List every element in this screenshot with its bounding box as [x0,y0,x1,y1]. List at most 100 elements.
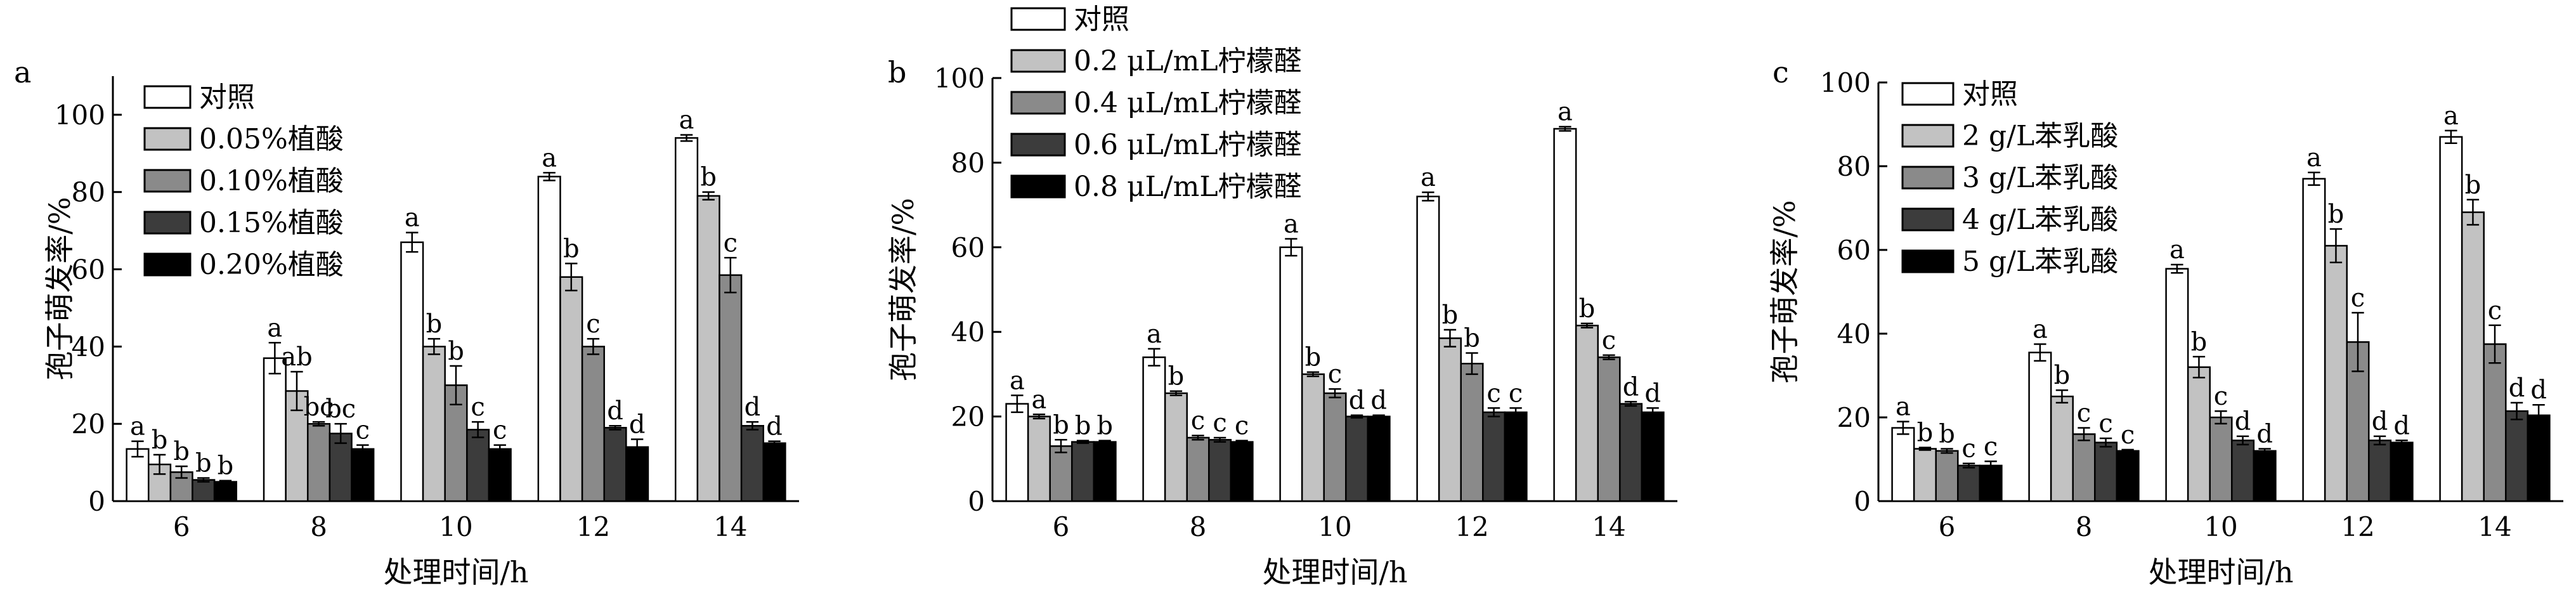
bar [1142,356,1166,502]
bar [2072,433,2096,502]
legend-swatch [1901,166,1955,190]
legend-swatch [1010,49,1066,73]
legend: 对照 0.05%植酸 0.10%植酸 0.15%植酸 0.20%植酸 [143,81,344,281]
x-tick-label: 10 [1318,511,1351,542]
y-tick-label: 0 [968,486,985,517]
x-axis-label: 处理时间/h [2148,555,2293,589]
y-tick-label: 20 [72,409,105,440]
legend-swatch [1010,174,1066,199]
significance-letter: a [2169,235,2185,265]
bar [581,346,605,502]
significance-letter: b [700,163,717,192]
x-tick-label: 6 [1053,511,1070,542]
bar [762,442,786,502]
bar [192,479,216,502]
bar [1027,415,1051,502]
significance-letter: d [2372,407,2388,436]
significance-letter: b [1053,410,1069,440]
bar [1416,195,1440,502]
x-tick-label: 6 [173,511,190,542]
bar [1208,439,1232,502]
significance-letter: b [1168,362,1185,391]
legend-swatch [143,127,192,151]
legend-swatch [1901,124,1955,148]
significance-letter: a [2306,143,2322,173]
bar [674,137,699,502]
significance-letter: b [2191,327,2208,356]
significance-letter: b [218,452,234,481]
significance-letter: c [724,228,738,258]
x-tick-label: 8 [1190,511,1207,542]
significance-letter: b [448,337,464,366]
bar [1935,450,1959,502]
significance-letter: c [1984,432,1998,461]
bar [1504,411,1528,502]
bar [488,448,512,502]
bar [351,448,375,502]
significance-letter: ab [281,343,312,372]
bar [1641,411,1665,502]
bar [1575,324,1599,502]
significance-letter: b [426,310,443,339]
x-tick-label: 12 [576,511,610,542]
y-axis-label: 孢子萌发率/% [42,197,77,380]
legend-label: 3 g/L苯乳酸 [1962,162,2118,194]
x-axis-label: 处理时间/h [1262,555,1407,589]
y-axis-label: 孢子萌发率/% [1767,200,1802,383]
x-tick-label: 8 [2076,511,2093,542]
y-tick-label: 100 [1820,67,1871,98]
significance-letter: a [1032,385,1047,414]
significance-letter: b [1917,419,1934,448]
panel-letter: a [14,55,31,89]
bar [537,176,561,502]
significance-letter: d [766,412,783,441]
legend-label: 0.10%植酸 [199,165,344,197]
significance-letter: a [267,313,282,343]
bar [1345,415,1369,502]
bar [1553,128,1577,502]
legend-label: 0.15%植酸 [199,207,344,239]
bar [400,241,424,502]
significance-letter: a [1421,163,1436,192]
legend-label: 对照 [1962,78,2018,110]
significance-letter: bc [325,395,356,424]
significance-letter: d [1644,379,1661,408]
bar [2187,366,2211,502]
significance-letter: c [2098,409,2112,438]
bar [2165,268,2189,502]
significance-letter: a [1147,320,1162,349]
legend-label: 5 g/L苯乳酸 [1962,245,2118,278]
legend-label: 2 g/L苯乳酸 [1962,120,2118,152]
bar [2527,414,2551,502]
bar [1186,436,1210,502]
significance-letter: d [1370,386,1387,415]
x-axis-label: 处理时间/h [383,555,528,589]
significance-letter: a [2443,101,2459,131]
significance-letter: b [1442,301,1459,330]
significance-letter: b [563,234,580,263]
bar [307,422,331,502]
x-tick-label: 6 [1939,511,1956,542]
significance-letter: d [1349,386,1365,415]
panel-letter: b [888,55,906,89]
legend-label: 0.8 μL/mL柠檬醛 [1074,171,1302,203]
legend-swatch [1901,82,1955,106]
legend-swatch [1010,133,1066,157]
significance-letter: a [542,143,557,173]
bar [1323,392,1347,502]
bar [2094,441,2118,502]
significance-letter: c [2214,382,2228,411]
bar [2116,450,2140,502]
legend: 对照 2 g/L苯乳酸 3 g/L苯乳酸 4 g/L苯乳酸 5 g/L苯乳酸 [1901,78,2118,278]
bar [740,424,764,502]
significance-letter: b [1305,343,1322,372]
significance-letter: c [1486,379,1500,408]
x-tick-label: 14 [713,511,747,542]
significance-letter: a [1558,98,1573,127]
x-tick-label: 14 [1592,511,1625,542]
y-tick-label: 40 [951,317,985,348]
significance-letter: a [2033,315,2048,344]
legend-label: 0.4 μL/mL柠檬醛 [1074,87,1302,119]
